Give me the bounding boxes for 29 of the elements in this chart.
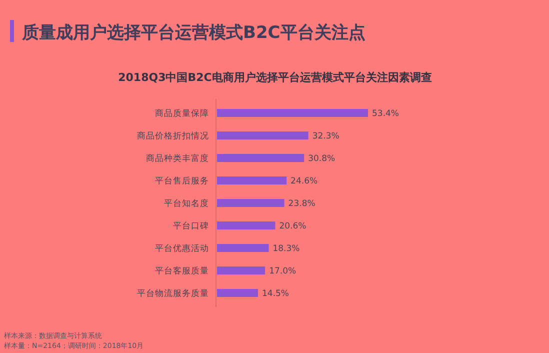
data-label: 24.6%: [290, 176, 318, 186]
chart-title: 质量成用户选择平台运营模式B2C平台关注点: [21, 23, 366, 43]
y-tick-label: 平台口碑: [173, 220, 209, 232]
data-label: 53.4%: [372, 109, 400, 119]
data-label: 20.6%: [279, 222, 306, 232]
bar: [217, 176, 287, 184]
data-label: 23.8%: [288, 199, 316, 209]
bar: [217, 132, 308, 140]
data-label: 14.5%: [262, 289, 290, 299]
bar: [217, 222, 276, 230]
y-tick-label: 平台物流服务质量: [137, 288, 209, 299]
y-tick-label: 商品种类丰富度: [146, 153, 209, 164]
bar: [217, 266, 266, 274]
data-label: 30.8%: [308, 154, 336, 164]
data-label: 17.0%: [269, 266, 296, 276]
data-label: 18.3%: [272, 244, 300, 254]
y-tick-label: 平台优惠活动: [155, 243, 209, 254]
bar: [217, 289, 258, 297]
chart-subtitle: 2018Q3中国B2C电商用户选择平台运营模式平台关注因素调查: [118, 71, 432, 84]
bar: [217, 199, 284, 207]
y-tick-label: 平台知名度: [164, 198, 209, 209]
y-tick-label: 商品质量保障: [155, 108, 209, 119]
y-tick-label: 商品价格折扣情况: [137, 130, 209, 142]
bar: [217, 154, 304, 162]
bar: [217, 109, 368, 117]
data-label: 32.3%: [312, 132, 340, 142]
y-tick-label: 平台客服质量: [155, 266, 209, 276]
bar: [217, 244, 269, 252]
y-tick-label: 平台售后服务: [155, 176, 209, 186]
